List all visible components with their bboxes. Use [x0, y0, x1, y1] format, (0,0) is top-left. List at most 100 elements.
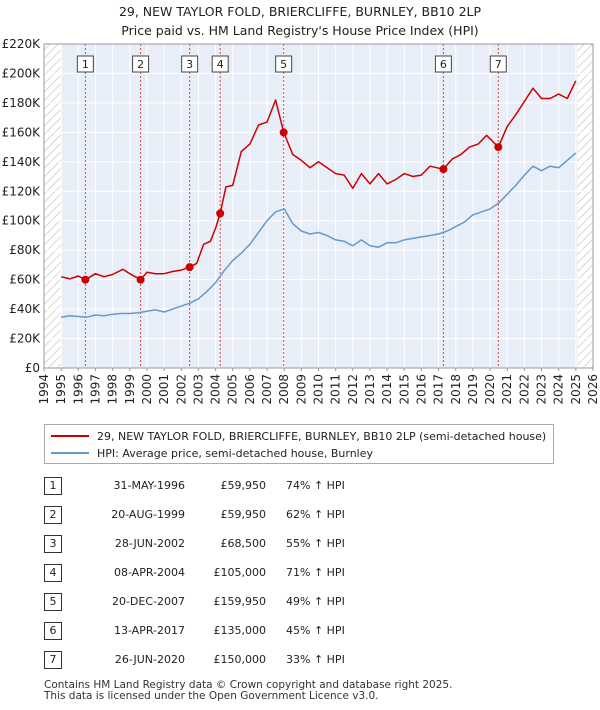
sale-hpi-delta: 55% ↑ HPI: [286, 537, 345, 550]
sale-price: £135,000: [213, 624, 267, 637]
sale-marker: [216, 209, 225, 218]
footer: Contains HM Land Registry data © Crown c…: [44, 680, 452, 702]
axes: £0 £20K £40K £60K £80K £100K £120K £140K £160K £1…: [2, 37, 600, 405]
property-price-line: [61, 80, 577, 281]
x-tick-label: 2018: [449, 374, 463, 405]
sale-label-number: 4: [217, 58, 224, 71]
x-tick-label: 2022: [517, 374, 531, 405]
legend-item-property: 29, NEW TAYLOR FOLD, BRIERCLIFFE, BURNLE…: [51, 428, 546, 444]
sale-number: 5: [44, 593, 62, 611]
sale-label-box: [275, 55, 293, 73]
x-tick-label: 1997: [88, 374, 102, 405]
legend-swatch-hpi: [51, 452, 89, 454]
hatch-after: [577, 44, 593, 368]
table-row: 3 28-JUN-2002 £68,500 55% ↑ HPI: [0, 532, 600, 560]
y-tick-label: £140K: [2, 155, 42, 169]
sale-marker: [439, 165, 448, 174]
sale-hpi-delta: 49% ↑ HPI: [286, 595, 345, 608]
sale-marker: [81, 275, 90, 284]
y-tick-label: £220K: [2, 37, 42, 51]
sale-marker: [494, 143, 503, 152]
x-tick-label: 2016: [414, 374, 428, 405]
sale-marker: [279, 128, 288, 137]
x-tick-label: 2019: [466, 374, 480, 405]
x-tick-label: 2011: [329, 374, 343, 405]
x-tick-label: 2003: [191, 374, 205, 405]
series-lines: [61, 80, 577, 318]
sale-price: £150,000: [213, 653, 267, 666]
hatch-before: [44, 44, 62, 368]
legend-label-hpi: HPI: Average price, semi-detached house,…: [97, 446, 374, 460]
x-tick-label: 2007: [260, 374, 274, 405]
x-tick-label: 1994: [37, 374, 51, 405]
sale-date: 20-DEC-2007: [111, 595, 185, 608]
y-tick-label: £0: [25, 361, 40, 375]
x-tick-label: 2004: [209, 374, 223, 405]
sale-date: 13-APR-2017: [113, 624, 185, 637]
sale-date: 26-JUN-2020: [114, 653, 185, 666]
sale-markers: [81, 128, 503, 284]
y-tick-label: £180K: [2, 96, 42, 110]
y-tick-label: £160K: [2, 125, 42, 139]
sale-label-box: [76, 55, 94, 73]
sale-date: 08-APR-2004: [113, 566, 185, 579]
sale-label-box: [489, 55, 507, 73]
title-line-1: 29, NEW TAYLOR FOLD, BRIERCLIFFE, BURNLE…: [118, 4, 482, 19]
table-row: 6 13-APR-2017 £135,000 45% ↑ HPI: [0, 619, 600, 647]
legend: 29, NEW TAYLOR FOLD, BRIERCLIFFE, BURNLE…: [44, 424, 554, 464]
sale-price: £68,500: [220, 537, 267, 550]
sale-price: £59,950: [220, 508, 267, 521]
sale-hpi-delta: 71% ↑ HPI: [286, 566, 345, 579]
x-tick-label: 2013: [363, 374, 377, 405]
sale-label-box: [211, 55, 229, 73]
y-tick-label: £200K: [2, 66, 42, 80]
y-tick-label: £120K: [2, 184, 42, 198]
x-tick-label: 1995: [54, 374, 68, 405]
x-tick-label: 2023: [535, 374, 549, 405]
x-tick-label: 2020: [483, 374, 497, 405]
x-tick-label: 2009: [294, 374, 308, 405]
sale-marker: [185, 263, 194, 272]
sale-number: 3: [44, 535, 62, 553]
hpi-line: [61, 152, 577, 318]
table-row: 7 26-JUN-2020 £150,000 33% ↑ HPI: [0, 648, 600, 676]
x-tick-label: 2012: [346, 374, 360, 405]
table-row: 4 08-APR-2004 £105,000 71% ↑ HPI: [0, 561, 600, 589]
footer-copyright: Contains HM Land Registry data © Crown c…: [44, 679, 453, 691]
sale-hpi-delta: 62% ↑ HPI: [286, 508, 345, 521]
price-chart: 1 2 3 4 5 6 7 £0 £20K £40K £60K £80K £100K £120K £140…: [2, 37, 600, 405]
sale-number: 7: [44, 651, 62, 669]
table-row: 2 20-AUG-1999 £59,950 62% ↑ HPI: [0, 503, 600, 531]
legend-label-property: 29, NEW TAYLOR FOLD, BRIERCLIFFE, BURNLE…: [97, 429, 547, 443]
sale-label-number: 6: [440, 58, 447, 71]
legend-swatch-property: [51, 435, 89, 437]
table-row: 5 20-DEC-2007 £159,950 49% ↑ HPI: [0, 590, 600, 618]
sale-price: £59,950: [220, 479, 267, 492]
sale-hpi-delta: 33% ↑ HPI: [286, 653, 345, 666]
sale-marker: [136, 275, 145, 284]
x-tick-label: 2024: [552, 374, 566, 405]
footer-licence: This data is licensed under the Open Gov…: [44, 690, 379, 702]
sale-label-number: 5: [280, 58, 287, 71]
sale-date: 31-MAY-1996: [113, 479, 185, 492]
x-tick-label: 2026: [586, 374, 600, 405]
sale-price: £159,950: [213, 595, 267, 608]
sale-label-box: [132, 55, 150, 73]
sale-number: 4: [44, 564, 62, 582]
x-tick-label: 2008: [277, 374, 291, 405]
x-tick-label: 1998: [106, 374, 120, 405]
chart-title: 29, NEW TAYLOR FOLD, BRIERCLIFFE, BURNLE…: [0, 2, 600, 40]
sale-date: 20-AUG-1999: [111, 508, 185, 521]
sale-vlines: [84, 44, 499, 368]
x-tick-label: 2021: [500, 374, 514, 405]
x-tick-label: 2001: [157, 374, 171, 405]
x-tick-label: 2005: [226, 374, 240, 405]
sale-label-number: 3: [186, 58, 193, 71]
x-tick-label: 2000: [140, 374, 154, 405]
y-tick-label: £60K: [9, 273, 41, 287]
sale-date: 28-JUN-2002: [114, 537, 185, 550]
x-tick-label: 2014: [380, 374, 394, 405]
x-tick-label: 2010: [312, 374, 326, 405]
sale-label-number: 7: [495, 58, 502, 71]
sale-labels: 1 2 3 4 5 6 7: [76, 55, 507, 73]
